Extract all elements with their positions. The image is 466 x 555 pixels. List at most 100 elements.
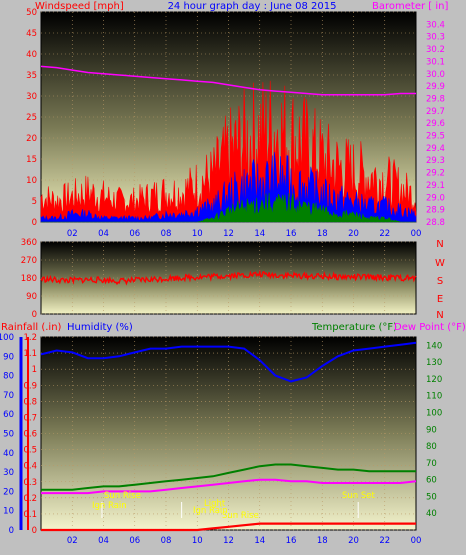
bottom-x-tick: 16 — [286, 536, 297, 546]
bottom-x-tick: 12 — [223, 536, 234, 546]
wind-x-tick: 06 — [129, 229, 140, 239]
humidity-axis-label: Humidity (%) — [67, 322, 133, 333]
direction-label-s: S — [437, 276, 443, 287]
barometer-y-tick: 29.1 — [426, 181, 445, 191]
temperature-y-tick: 120 — [426, 375, 442, 385]
bottom-x-tick: 20 — [348, 536, 359, 546]
barometer-y-tick: 30.4 — [426, 20, 445, 30]
humidity-y-tick: 0 — [9, 526, 14, 536]
wind-x-tick: 00 — [411, 229, 422, 239]
wind-y-tick: 50 — [26, 8, 37, 18]
annotation-ign-rain-1: Ign Rain — [92, 501, 127, 511]
temperature-y-tick: 100 — [426, 409, 442, 419]
temperature-y-tick: 90 — [426, 425, 437, 435]
wind-y-tick: 35 — [26, 71, 37, 81]
bottom-x-tick: 22 — [379, 536, 390, 546]
bottom-x-tick: 08 — [161, 536, 172, 546]
barometer-axis-label: Barometer [ in] — [372, 1, 448, 12]
bottom-x-tick: 14 — [254, 536, 265, 546]
wind-x-tick: 14 — [254, 229, 265, 239]
wind-direction-series — [40, 269, 417, 286]
rain-y-tick: 0.5 — [23, 446, 37, 456]
barometer-y-tick: 29.8 — [426, 94, 445, 104]
humidity-y-tick: 60 — [3, 410, 14, 420]
rain-y-tick: 1.1 — [23, 349, 37, 359]
wind-y-tick: 40 — [26, 50, 37, 60]
direction-y-tick: 360 — [21, 238, 37, 248]
wind-y-tick: 20 — [26, 134, 37, 144]
barometer-y-tick: 30.3 — [426, 33, 445, 43]
barometer-y-tick: 29.4 — [426, 144, 445, 154]
chart-marks — [19, 65, 417, 532]
rainfall-axis-label: Rainfall (.in) — [1, 322, 62, 333]
bottom-x-tick: 00 — [411, 536, 422, 546]
windspeed-series — [40, 80, 417, 223]
dewpoint-axis-label: Dew Point (°F) — [394, 322, 466, 333]
annotation-sunrise-1: Sun Rise — [104, 491, 141, 501]
annotation-light: Light — [204, 499, 226, 509]
direction-label-n-bottom: N — [436, 310, 443, 321]
wind-x-tick: 02 — [67, 229, 78, 239]
barometer-series — [40, 65, 416, 96]
bottom-x-tick: 04 — [98, 536, 109, 546]
wind-x-tick: 10 — [192, 229, 203, 239]
bottom-x-tick: 10 — [192, 536, 203, 546]
temperature-y-tick: 60 — [426, 476, 437, 486]
wind-x-tick: 18 — [317, 229, 328, 239]
temperature-y-tick: 70 — [426, 459, 437, 469]
barometer-y-tick: 29.7 — [426, 107, 445, 117]
rain-y-tick: 0 — [32, 526, 37, 536]
wind-y-tick: 25 — [26, 113, 37, 123]
barometer-y-tick: 29.9 — [426, 82, 445, 92]
humidity-y-tick: 90 — [3, 352, 14, 362]
rain-y-tick: 0.4 — [23, 462, 37, 472]
rainfall-series — [41, 522, 416, 532]
wind-x-tick: 12 — [223, 229, 234, 239]
humidity-y-tick: 80 — [3, 372, 14, 382]
humidity-y-tick: 100 — [0, 333, 14, 343]
temperature-y-tick: 140 — [426, 341, 442, 351]
wind-y-tick: 5 — [32, 197, 37, 207]
rain-y-tick: 0.6 — [23, 430, 37, 440]
windspeed-avg-series — [40, 151, 417, 223]
direction-labels: N W S E N — [435, 239, 445, 321]
temperature-y-tick: 130 — [426, 358, 442, 368]
barometer-y-tick: 29.6 — [426, 119, 445, 129]
dewpoint-series — [41, 478, 417, 495]
wind-y-tick: 10 — [26, 176, 37, 186]
annotation-sunset: Sun Set — [342, 491, 375, 501]
wind-x-tick: 22 — [379, 229, 390, 239]
wind-x-tick: 16 — [286, 229, 297, 239]
rain-y-tick: 0.1 — [23, 510, 37, 520]
rain-y-tick: 0.9 — [23, 381, 37, 391]
barometer-y-tick: 29.2 — [426, 169, 445, 179]
rain-y-tick: 0.7 — [23, 413, 37, 423]
windspeed-axis-label: Windspeed [mph] — [35, 1, 124, 12]
humidity-y-tick: 70 — [3, 391, 14, 401]
humidity-y-tick: 50 — [3, 430, 14, 440]
wind-y-tick: 30 — [26, 92, 37, 102]
barometer-y-tick: 29.3 — [426, 156, 445, 166]
humidity-y-tick: 20 — [3, 487, 14, 497]
barometer-y-tick: 28.8 — [426, 218, 445, 228]
direction-y-tick: 90 — [26, 292, 37, 302]
wind-y-tick: 45 — [26, 29, 37, 39]
bottom-x-tick: 18 — [317, 536, 328, 546]
annotation-ign-rain-2: Ign Rain — [193, 506, 228, 516]
direction-y-tick: 180 — [21, 274, 37, 284]
tick-labels: 0510152025303540455028.828.929.029.129.2… — [0, 8, 445, 546]
barometer-y-tick: 30.2 — [426, 45, 445, 55]
bottom-x-tick: 06 — [129, 536, 140, 546]
rain-y-tick: 0.2 — [23, 494, 37, 504]
barometer-y-tick: 29.0 — [426, 193, 445, 203]
annotation-sunrise-2: Sun Rise — [222, 511, 259, 521]
sun-annotations: Ign Rain Sun Rise Ign Rain Light Sun Ris… — [92, 491, 375, 521]
wind-x-tick: 08 — [161, 229, 172, 239]
temperature-y-tick: 80 — [426, 442, 437, 452]
direction-y-tick: 270 — [21, 256, 37, 266]
chart-title: 24 hour graph day : June 08 2015 — [168, 1, 337, 12]
barometer-y-tick: 30.1 — [426, 57, 445, 67]
temperature-y-tick: 50 — [426, 492, 437, 502]
windspeed-low-series — [41, 192, 416, 223]
